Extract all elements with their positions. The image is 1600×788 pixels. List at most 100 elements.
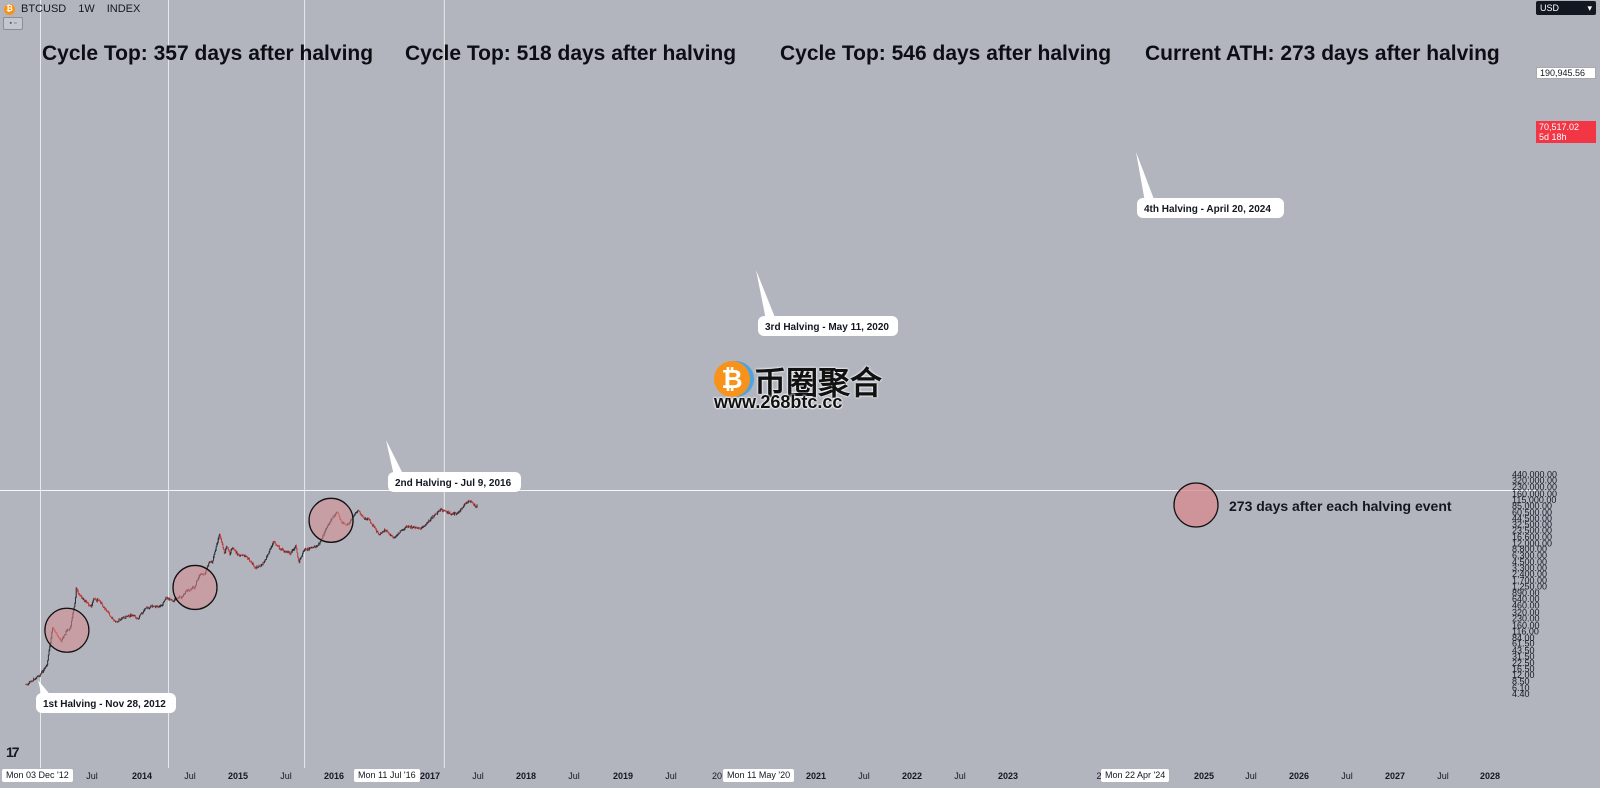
candle-body [459, 510, 461, 512]
candle-body [121, 618, 123, 620]
candle-body [227, 548, 229, 550]
candle-body [118, 619, 120, 622]
candle-body [475, 506, 477, 508]
candle-body [305, 548, 307, 550]
candle-body [153, 605, 155, 607]
candle-body [42, 670, 44, 672]
candle-body [219, 533, 221, 537]
cycle-marker-circle [172, 564, 218, 611]
candle-body [216, 543, 218, 547]
candle-body [141, 613, 143, 614]
candle-body [318, 543, 320, 545]
candle-body [132, 615, 134, 616]
candle-body [310, 547, 312, 549]
candle-body [287, 552, 288, 553]
candle-body [390, 535, 392, 537]
candle-body [228, 549, 230, 552]
candle-body [215, 549, 216, 553]
candle-body [364, 518, 366, 520]
candle-body [248, 558, 250, 562]
candle-body [83, 598, 85, 602]
candle-body [257, 566, 259, 568]
tradingview-logo[interactable]: 17 [6, 744, 20, 760]
candle-body [432, 516, 434, 519]
candle-body [254, 567, 256, 568]
candle-body [387, 531, 389, 533]
candle-body [358, 510, 360, 512]
candle-body [431, 517, 432, 519]
candle-body [32, 678, 34, 682]
candle-body [221, 542, 223, 545]
candle-body [298, 560, 300, 563]
y-tick-label: 12,000.00 [1512, 538, 1552, 548]
callout-pointer [386, 440, 404, 476]
candle-body [223, 547, 225, 550]
candle-body [407, 526, 409, 528]
watermark-title: 币圈聚合 [754, 364, 883, 402]
crosshair-price-tag: 190,945.56 [1536, 67, 1596, 79]
candle-body [115, 621, 117, 622]
x-tick-label: Jul [1437, 771, 1449, 781]
candle-body [158, 606, 160, 608]
candle-body [306, 549, 308, 551]
y-tick-label: 320.00 [1512, 607, 1540, 617]
candle-body [356, 511, 358, 513]
candle-body [374, 526, 376, 529]
symbol-header[interactable]: ₿ BTCUSD 1W INDEX [4, 2, 140, 16]
bar-countdown: 5d 18h [1539, 132, 1567, 142]
candle-body [213, 554, 215, 558]
candle-body [117, 621, 119, 623]
candle-body [108, 612, 110, 614]
candle-body [395, 536, 396, 538]
candle-body [92, 600, 94, 602]
halving-callout-label: 4th Halving - April 20, 2024 [1144, 204, 1271, 215]
candle-body [272, 541, 274, 545]
legend-label: 273 days after each halving event [1229, 498, 1452, 514]
candle-body [296, 548, 298, 553]
candle-body [428, 520, 430, 523]
candle-body [288, 551, 290, 553]
candle-body [423, 525, 425, 527]
candle-body [279, 548, 281, 550]
candle-body [417, 527, 419, 529]
candle-body [217, 542, 218, 544]
y-tick-label: 31.50 [1512, 651, 1535, 661]
candle-body [295, 545, 297, 547]
candle-body [220, 537, 222, 540]
candle-body [473, 503, 475, 505]
candle-body [145, 608, 146, 610]
candle-body [289, 551, 290, 554]
candle-body [232, 548, 233, 550]
candle-body [314, 546, 316, 548]
candle-body [135, 617, 137, 619]
candle-body [378, 533, 380, 535]
candle-body [89, 605, 91, 607]
x-tick-label: 2022 [902, 771, 922, 781]
interval-label[interactable]: 1W [78, 3, 95, 15]
candle-body [75, 588, 77, 597]
candle-body [149, 607, 151, 609]
candle-body [389, 534, 391, 536]
candle-body [237, 554, 239, 556]
candle-body [447, 511, 449, 514]
candle-body [359, 511, 360, 513]
candle-body [172, 600, 174, 602]
halving-callout [36, 693, 176, 713]
candle-body [406, 525, 408, 527]
candle-body [244, 554, 246, 556]
candle-body [416, 527, 418, 529]
candle-body [38, 675, 40, 677]
candle-body [405, 525, 407, 528]
collapse-legend-button[interactable]: ▪ ▫ [3, 17, 23, 30]
symbol-label[interactable]: BTCUSD [21, 3, 67, 15]
candle-body [246, 557, 248, 559]
candle-body [120, 619, 122, 621]
x-tick-label: 2028 [1480, 771, 1500, 781]
currency-select[interactable]: USD ▾ [1536, 1, 1596, 15]
candle-body [271, 546, 273, 548]
candle-body [375, 528, 377, 530]
candle-body [433, 515, 435, 517]
candle-body [282, 548, 284, 550]
